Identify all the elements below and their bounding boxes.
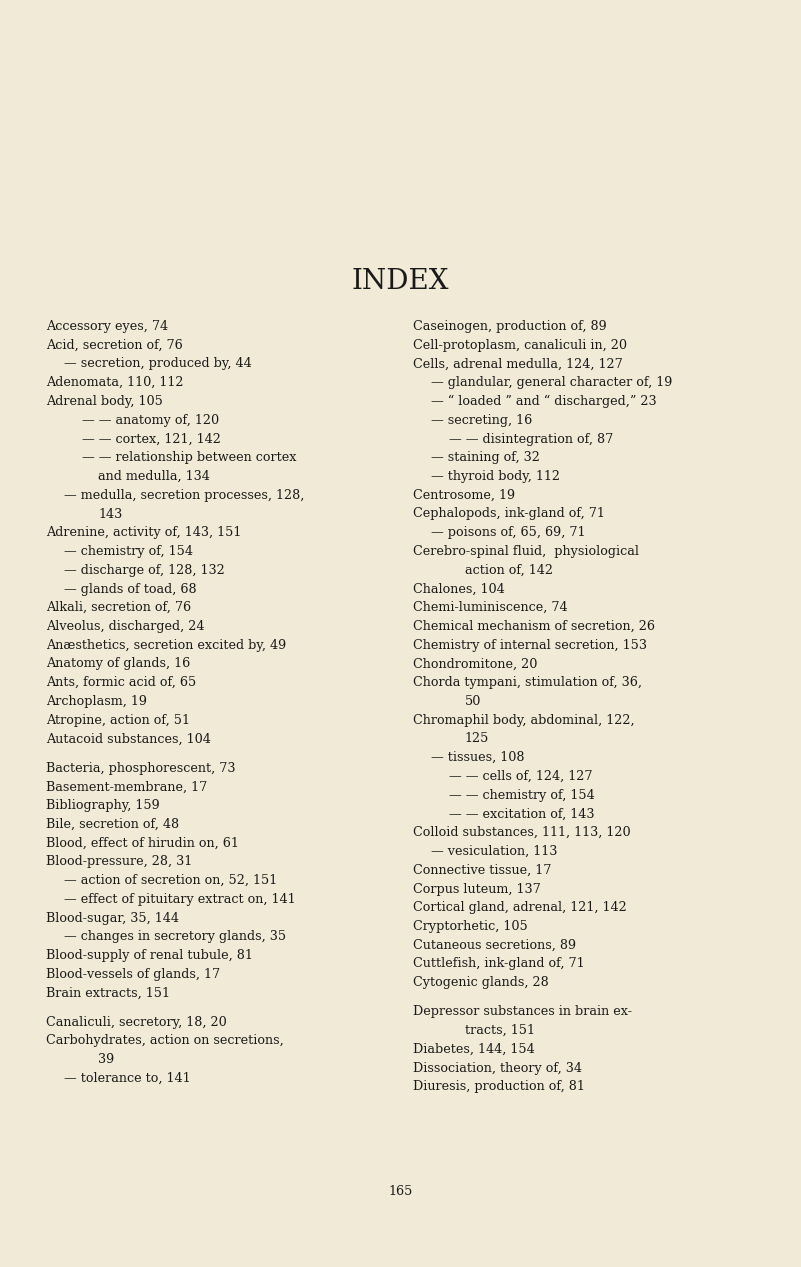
Text: Brain extracts, 151: Brain extracts, 151 bbox=[46, 987, 171, 1000]
Text: — — chemistry of, 154: — — chemistry of, 154 bbox=[449, 789, 594, 802]
Text: Adrenine, activity of, 143, 151: Adrenine, activity of, 143, 151 bbox=[46, 526, 242, 540]
Text: Anatomy of glands, 16: Anatomy of glands, 16 bbox=[46, 658, 191, 670]
Text: — effect of pituitary extract on, 141: — effect of pituitary extract on, 141 bbox=[64, 893, 296, 906]
Text: — chemistry of, 154: — chemistry of, 154 bbox=[64, 545, 194, 557]
Text: — secretion, produced by, 44: — secretion, produced by, 44 bbox=[64, 357, 252, 370]
Text: Depressor substances in brain ex-: Depressor substances in brain ex- bbox=[413, 1005, 631, 1019]
Text: Connective tissue, 17: Connective tissue, 17 bbox=[413, 864, 551, 877]
Text: — glands of toad, 68: — glands of toad, 68 bbox=[64, 583, 197, 595]
Text: Alkali, secretion of, 76: Alkali, secretion of, 76 bbox=[46, 602, 191, 614]
Text: Dissociation, theory of, 34: Dissociation, theory of, 34 bbox=[413, 1062, 582, 1074]
Text: and medulla, 134: and medulla, 134 bbox=[99, 470, 211, 483]
Text: Chemistry of internal secretion, 153: Chemistry of internal secretion, 153 bbox=[413, 639, 646, 651]
Text: — — anatomy of, 120: — — anatomy of, 120 bbox=[83, 414, 219, 427]
Text: 39: 39 bbox=[99, 1053, 115, 1066]
Text: — secreting, 16: — secreting, 16 bbox=[430, 414, 532, 427]
Text: — — relationship between cortex: — — relationship between cortex bbox=[83, 451, 297, 464]
Text: Anæsthetics, secretion excited by, 49: Anæsthetics, secretion excited by, 49 bbox=[46, 639, 287, 651]
Text: Cuttlefish, ink-gland of, 71: Cuttlefish, ink-gland of, 71 bbox=[413, 958, 584, 971]
Text: Chondromitone, 20: Chondromitone, 20 bbox=[413, 658, 537, 670]
Text: Cerebro-spinal fluid,  physiological: Cerebro-spinal fluid, physiological bbox=[413, 545, 638, 557]
Text: 165: 165 bbox=[388, 1185, 413, 1199]
Text: Diuresis, production of, 81: Diuresis, production of, 81 bbox=[413, 1081, 585, 1093]
Text: Chemical mechanism of secretion, 26: Chemical mechanism of secretion, 26 bbox=[413, 620, 654, 634]
Text: — glandular, general character of, 19: — glandular, general character of, 19 bbox=[430, 376, 672, 389]
Text: Ants, formic acid of, 65: Ants, formic acid of, 65 bbox=[46, 677, 197, 689]
Text: — — excitation of, 143: — — excitation of, 143 bbox=[449, 807, 594, 821]
Text: Chalones, 104: Chalones, 104 bbox=[413, 583, 505, 595]
Text: Archoplasm, 19: Archoplasm, 19 bbox=[46, 696, 147, 708]
Text: — — disintegration of, 87: — — disintegration of, 87 bbox=[449, 432, 613, 446]
Text: Basement-membrane, 17: Basement-membrane, 17 bbox=[46, 780, 207, 793]
Text: Cryptorhetic, 105: Cryptorhetic, 105 bbox=[413, 920, 527, 933]
Text: — tolerance to, 141: — tolerance to, 141 bbox=[64, 1072, 191, 1085]
Text: — — cells of, 124, 127: — — cells of, 124, 127 bbox=[449, 770, 592, 783]
Text: Cutaneous secretions, 89: Cutaneous secretions, 89 bbox=[413, 939, 576, 952]
Text: Cells, adrenal medulla, 124, 127: Cells, adrenal medulla, 124, 127 bbox=[413, 357, 622, 370]
Text: Canaliculi, secretory, 18, 20: Canaliculi, secretory, 18, 20 bbox=[46, 1016, 227, 1029]
Text: — action of secretion on, 52, 151: — action of secretion on, 52, 151 bbox=[64, 874, 278, 887]
Text: Chorda tympani, stimulation of, 36,: Chorda tympani, stimulation of, 36, bbox=[413, 677, 642, 689]
Text: — tissues, 108: — tissues, 108 bbox=[430, 751, 524, 764]
Text: Blood-sugar, 35, 144: Blood-sugar, 35, 144 bbox=[46, 911, 179, 925]
Text: Bibliography, 159: Bibliography, 159 bbox=[46, 799, 160, 812]
Text: Blood-vessels of glands, 17: Blood-vessels of glands, 17 bbox=[46, 968, 220, 981]
Text: — poisons of, 65, 69, 71: — poisons of, 65, 69, 71 bbox=[430, 526, 585, 540]
Text: Accessory eyes, 74: Accessory eyes, 74 bbox=[46, 321, 168, 333]
Text: Acid, secretion of, 76: Acid, secretion of, 76 bbox=[46, 338, 183, 352]
Text: Carbohydrates, action on secretions,: Carbohydrates, action on secretions, bbox=[46, 1034, 284, 1048]
Text: — medulla, secretion processes, 128,: — medulla, secretion processes, 128, bbox=[64, 489, 305, 502]
Text: tracts, 151: tracts, 151 bbox=[465, 1024, 534, 1038]
Text: Chromaphil body, abdominal, 122,: Chromaphil body, abdominal, 122, bbox=[413, 713, 634, 727]
Text: — “ loaded ” and “ discharged,” 23: — “ loaded ” and “ discharged,” 23 bbox=[430, 395, 656, 408]
Text: Bacteria, phosphorescent, 73: Bacteria, phosphorescent, 73 bbox=[46, 761, 236, 774]
Text: Cell-protoplasm, canaliculi in, 20: Cell-protoplasm, canaliculi in, 20 bbox=[413, 338, 626, 352]
Text: — — cortex, 121, 142: — — cortex, 121, 142 bbox=[83, 432, 221, 446]
Text: Blood-pressure, 28, 31: Blood-pressure, 28, 31 bbox=[46, 855, 193, 868]
Text: Bile, secretion of, 48: Bile, secretion of, 48 bbox=[46, 817, 179, 831]
Text: Caseinogen, production of, 89: Caseinogen, production of, 89 bbox=[413, 321, 606, 333]
Text: INDEX: INDEX bbox=[352, 269, 449, 295]
Text: Blood-supply of renal tubule, 81: Blood-supply of renal tubule, 81 bbox=[46, 949, 253, 962]
Text: Atropine, action of, 51: Atropine, action of, 51 bbox=[46, 713, 191, 727]
Text: Colloid substances, 111, 113, 120: Colloid substances, 111, 113, 120 bbox=[413, 826, 630, 839]
Text: Adenomata, 110, 112: Adenomata, 110, 112 bbox=[46, 376, 184, 389]
Text: Cephalopods, ink-gland of, 71: Cephalopods, ink-gland of, 71 bbox=[413, 508, 605, 521]
Text: Centrosome, 19: Centrosome, 19 bbox=[413, 489, 514, 502]
Text: Chemi-luminiscence, 74: Chemi-luminiscence, 74 bbox=[413, 602, 567, 614]
Text: Blood, effect of hirudin on, 61: Blood, effect of hirudin on, 61 bbox=[46, 836, 239, 850]
Text: 125: 125 bbox=[465, 732, 489, 745]
Text: action of, 142: action of, 142 bbox=[465, 564, 553, 576]
Text: — vesiculation, 113: — vesiculation, 113 bbox=[430, 845, 557, 858]
Text: Diabetes, 144, 154: Diabetes, 144, 154 bbox=[413, 1043, 534, 1055]
Text: 143: 143 bbox=[99, 508, 123, 521]
Text: — discharge of, 128, 132: — discharge of, 128, 132 bbox=[64, 564, 225, 576]
Text: — thyroid body, 112: — thyroid body, 112 bbox=[430, 470, 560, 483]
Text: — changes in secretory glands, 35: — changes in secretory glands, 35 bbox=[64, 930, 287, 944]
Text: Adrenal body, 105: Adrenal body, 105 bbox=[46, 395, 163, 408]
Text: Cytogenic glands, 28: Cytogenic glands, 28 bbox=[413, 977, 548, 990]
Text: Corpus luteum, 137: Corpus luteum, 137 bbox=[413, 883, 540, 896]
Text: Alveolus, discharged, 24: Alveolus, discharged, 24 bbox=[46, 620, 205, 634]
Text: Autacoid substances, 104: Autacoid substances, 104 bbox=[46, 732, 211, 745]
Text: 50: 50 bbox=[465, 696, 481, 708]
Text: Cortical gland, adrenal, 121, 142: Cortical gland, adrenal, 121, 142 bbox=[413, 901, 626, 915]
Text: — staining of, 32: — staining of, 32 bbox=[430, 451, 539, 464]
